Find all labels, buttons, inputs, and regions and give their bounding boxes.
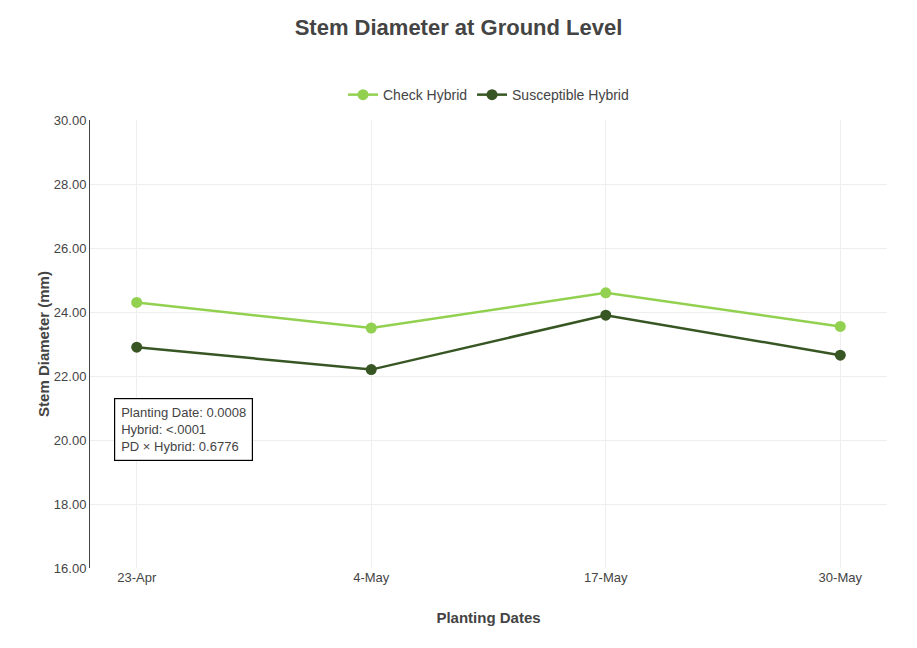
svg-text:22.00: 22.00 xyxy=(54,369,87,384)
svg-text:Planting Date: 0.0008Hybrid: <: Planting Date: 0.0008Hybrid: <.0001PD × … xyxy=(121,405,246,454)
svg-text:23-Apr: 23-Apr xyxy=(117,570,157,585)
svg-text:Stem Diameter at Ground Level: Stem Diameter at Ground Level xyxy=(295,15,623,40)
svg-text:24.00: 24.00 xyxy=(54,305,87,320)
svg-text:Stem Diameter (mm): Stem Diameter (mm) xyxy=(35,271,52,417)
svg-text:Susceptible Hybrid: Susceptible Hybrid xyxy=(512,87,629,103)
svg-text:Check Hybrid: Check Hybrid xyxy=(383,87,467,103)
svg-text:20.00: 20.00 xyxy=(54,433,87,448)
svg-text:4-May: 4-May xyxy=(353,570,390,585)
svg-text:16.00: 16.00 xyxy=(54,561,87,576)
svg-text:18.00: 18.00 xyxy=(54,497,87,512)
svg-text:28.00: 28.00 xyxy=(54,177,87,192)
svg-text:26.00: 26.00 xyxy=(54,241,87,256)
svg-text:30-May: 30-May xyxy=(819,570,863,585)
svg-text:Planting Dates: Planting Dates xyxy=(436,609,540,626)
svg-text:17-May: 17-May xyxy=(584,570,628,585)
svg-text:30.00: 30.00 xyxy=(54,113,87,128)
